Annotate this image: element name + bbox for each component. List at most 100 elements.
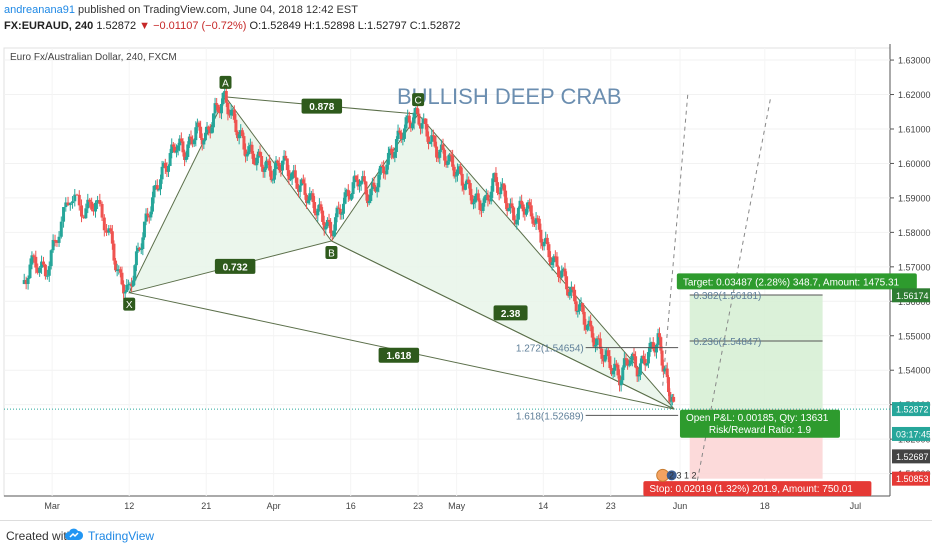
candle — [460, 173, 464, 186]
candle — [123, 291, 127, 294]
candle — [452, 166, 456, 177]
candle — [252, 153, 256, 165]
candle — [642, 355, 646, 360]
candle — [425, 124, 429, 137]
candle — [516, 207, 520, 220]
candle — [253, 164, 257, 166]
candle — [398, 130, 402, 133]
event-badge: 2 3 1 2 — [669, 470, 697, 480]
candle — [470, 195, 474, 205]
candle — [176, 145, 180, 151]
candle — [146, 213, 150, 216]
candle — [170, 144, 174, 154]
candle — [32, 255, 36, 257]
candle — [512, 207, 516, 221]
author-link[interactable]: andreanana91 — [4, 4, 75, 16]
ratio-label-bg — [493, 305, 528, 321]
candle — [181, 141, 185, 153]
candle — [298, 185, 302, 192]
candle — [80, 205, 84, 217]
candle — [295, 177, 299, 189]
candle — [505, 203, 509, 211]
target-label: Target: 0.03487 (2.28%) 348.7, Amount: 1… — [683, 277, 900, 288]
candle — [38, 267, 42, 273]
candle — [109, 228, 113, 232]
candle — [396, 130, 400, 140]
footer: Created with TradingView — [0, 520, 932, 551]
price-tag — [892, 402, 930, 417]
candle — [415, 107, 419, 114]
candle — [49, 250, 53, 267]
candle — [475, 193, 479, 196]
candle — [59, 221, 63, 237]
last-price: 1.52872 — [96, 20, 137, 32]
candle — [47, 266, 51, 276]
price-tag-label: 1.50853 — [896, 474, 929, 484]
candle — [203, 132, 207, 141]
y-tick-label: 1.58000 — [898, 228, 931, 238]
candle — [96, 200, 100, 203]
candle — [28, 264, 32, 279]
candle — [537, 218, 541, 230]
tradingview-brand[interactable]: TradingView — [88, 529, 155, 543]
candle — [53, 239, 57, 241]
candle — [638, 363, 642, 375]
point-label-b: B — [328, 248, 335, 259]
candle — [573, 289, 577, 302]
candle — [139, 249, 143, 251]
candle — [520, 200, 524, 205]
candle — [668, 392, 672, 402]
candle — [346, 189, 350, 197]
candle — [513, 220, 517, 225]
candle — [224, 91, 228, 103]
candle — [216, 104, 220, 113]
candle — [383, 173, 387, 175]
candle — [409, 122, 413, 129]
price-tag — [892, 288, 930, 303]
candle — [616, 364, 620, 376]
candle — [141, 237, 145, 250]
candle — [100, 204, 104, 218]
candle — [292, 170, 296, 173]
candle — [303, 183, 307, 195]
candle — [317, 204, 321, 209]
candle — [84, 208, 88, 219]
candle — [619, 380, 623, 386]
candle — [669, 400, 673, 402]
candle — [343, 192, 347, 204]
candle — [646, 352, 650, 364]
candle — [428, 141, 432, 144]
candle — [419, 124, 423, 129]
candle — [118, 269, 122, 273]
candle — [112, 243, 116, 261]
candle — [468, 183, 472, 196]
candle — [271, 179, 275, 181]
candle — [157, 189, 161, 191]
candle — [163, 162, 167, 169]
ratio-label: 0.878 — [309, 102, 334, 113]
projection-line — [662, 94, 689, 386]
candle — [133, 265, 137, 281]
candle — [122, 284, 126, 294]
candle — [568, 292, 572, 296]
chart-area[interactable]: 1.63000 1.62000 1.61000 1.60000 1.59000 1.580… — [0, 44, 932, 516]
candle — [459, 166, 463, 174]
candle — [457, 166, 461, 170]
y-tick-label: 1.62000 — [898, 90, 931, 100]
candle — [608, 356, 612, 369]
stop-box — [643, 481, 872, 497]
candle — [358, 184, 362, 187]
candle — [128, 283, 132, 285]
candle — [637, 374, 641, 377]
price-chart[interactable]: 1.63000 1.62000 1.61000 1.60000 1.59000 1.580… — [0, 44, 932, 516]
x-tick-label: Mar — [44, 501, 60, 511]
candle — [282, 155, 286, 161]
candle — [645, 363, 649, 366]
candle — [359, 180, 363, 185]
chart-header: andreanana91 published on TradingView.co… — [0, 0, 932, 44]
candle — [635, 367, 639, 377]
candle — [158, 179, 162, 190]
candle — [499, 187, 503, 195]
candle — [597, 338, 601, 340]
candle — [107, 228, 111, 233]
